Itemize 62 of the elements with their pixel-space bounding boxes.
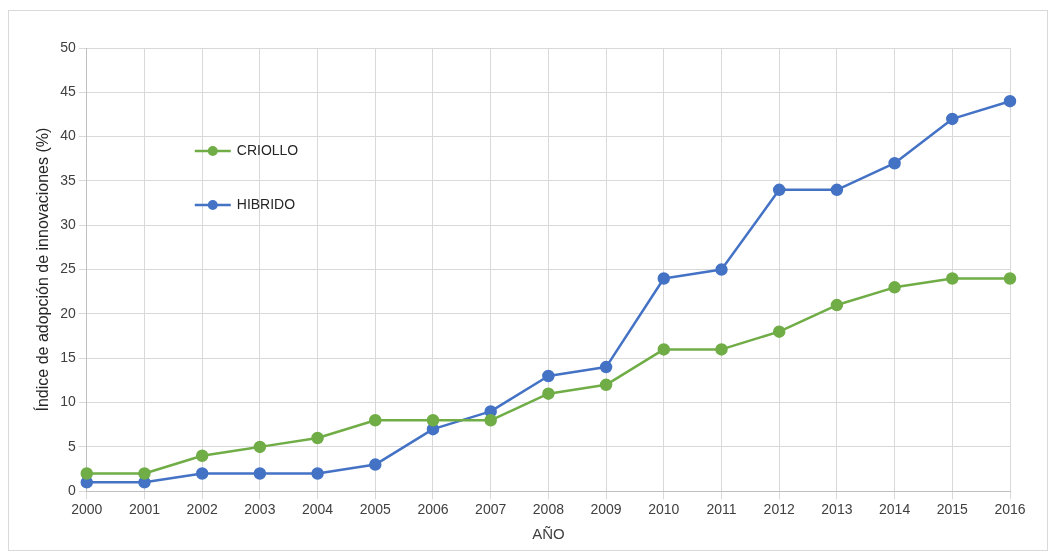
y-tick-label: 10 [60, 393, 76, 410]
point [369, 458, 382, 471]
point [542, 369, 555, 383]
point [830, 183, 844, 197]
x-tick-label: 2012 [763, 501, 795, 518]
x-tick-label: 2010 [648, 501, 680, 518]
x-tick-label: 2013 [821, 501, 853, 518]
x-axis-title: AÑO [532, 525, 565, 543]
point [1003, 94, 1017, 108]
point [830, 298, 844, 312]
y-tick-label: 25 [60, 260, 76, 277]
point [715, 343, 728, 356]
y-tick-label: 35 [60, 171, 76, 188]
point [888, 281, 901, 294]
point [311, 431, 324, 445]
x-tick-label: 2016 [994, 501, 1026, 518]
y-tick-label: 30 [60, 216, 76, 233]
point [772, 325, 786, 338]
point [542, 387, 555, 400]
point [888, 156, 901, 170]
x-tick-label: 2004 [302, 501, 334, 518]
x-tick-label: 2001 [128, 501, 161, 518]
point [657, 272, 671, 285]
point [946, 112, 959, 126]
legend-label: HIBRIDO [236, 195, 296, 212]
point [195, 449, 209, 462]
y-tick-label: 20 [60, 304, 76, 321]
x-tick-label: 2006 [417, 501, 449, 518]
point [599, 360, 613, 374]
y-tick-label: 0 [67, 482, 76, 499]
point [946, 272, 959, 285]
point [369, 414, 382, 427]
x-tick-label: 2014 [879, 501, 911, 518]
y-tick-label: 45 [60, 83, 76, 100]
y-tick-label: 50 [60, 38, 76, 55]
point [80, 467, 94, 480]
legend-label: CRIOLLO [236, 141, 299, 158]
point [599, 378, 613, 392]
y-tick-label: 15 [60, 349, 76, 366]
point [253, 467, 267, 480]
x-tick-label: 2003 [244, 501, 276, 518]
point [657, 343, 671, 356]
point [715, 263, 728, 276]
x-tick-label: 2008 [532, 501, 565, 518]
point [426, 414, 440, 427]
point [772, 183, 786, 197]
point [1003, 272, 1017, 285]
x-tick-label: 2015 [936, 501, 969, 518]
y-tick-label: 40 [60, 127, 76, 144]
point [484, 414, 497, 427]
point [138, 467, 151, 480]
x-tick-label: 2009 [590, 501, 622, 518]
y-tick-label: 5 [67, 437, 76, 454]
x-tick-label: 2000 [71, 501, 103, 518]
point [253, 440, 267, 454]
x-tick-label: 2007 [475, 501, 507, 518]
x-tick-label: 2002 [186, 501, 218, 518]
x-tick-label: 2005 [359, 501, 392, 518]
y-axis-title: Índice de adopción de innovaciones (%) [33, 127, 52, 412]
point [311, 467, 324, 480]
x-tick-label: 2011 [706, 501, 737, 518]
point [195, 467, 209, 480]
